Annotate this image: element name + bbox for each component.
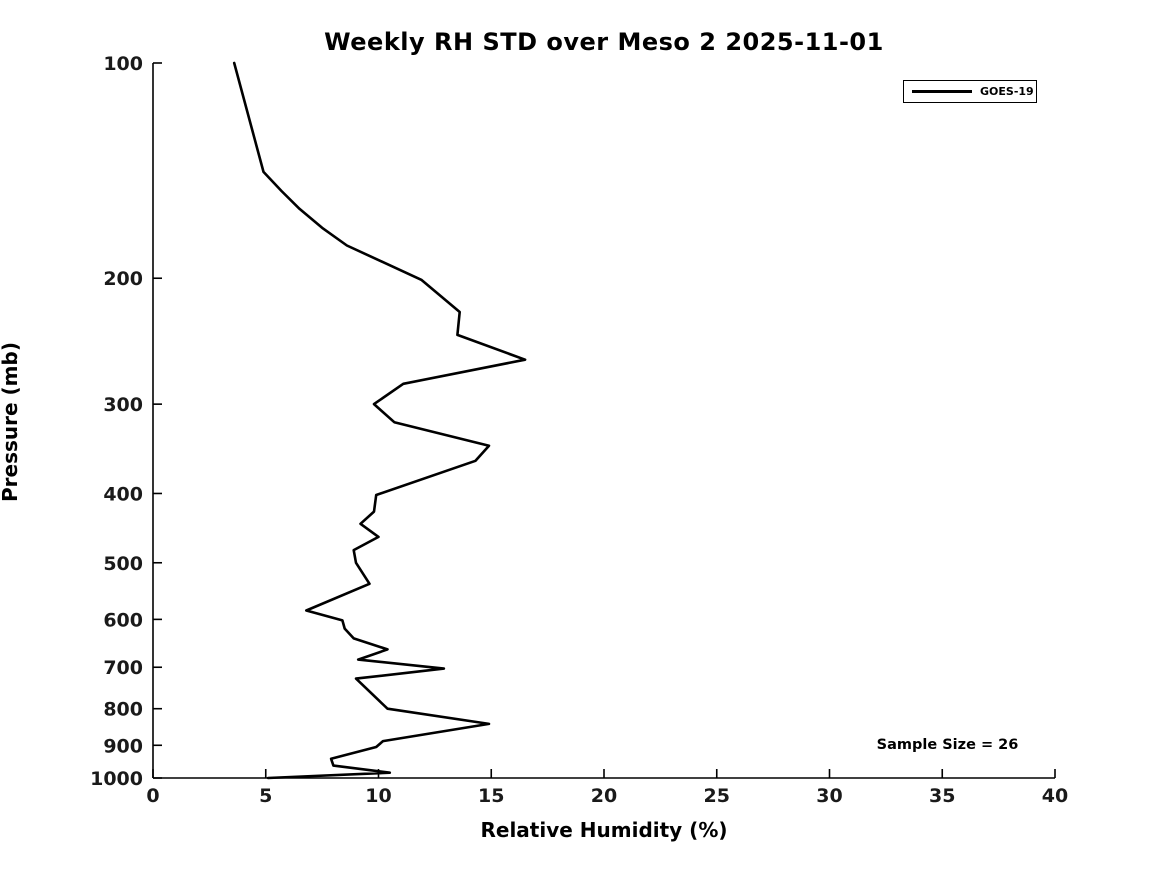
y-tick-label: 300 [103, 394, 143, 416]
y-tick-label: 1000 [90, 768, 143, 790]
sample-size-annotation: Sample Size = 26 [876, 737, 1019, 753]
y-tick-label: 200 [103, 268, 143, 290]
y-tick-label: 600 [103, 609, 143, 631]
legend-entry-label: GOES-19 [980, 85, 1034, 98]
y-tick-label: 500 [103, 553, 143, 575]
x-axis-label: Relative Humidity (%) [480, 818, 728, 842]
x-tick-label: 25 [704, 785, 730, 807]
y-tick-label: 700 [103, 657, 143, 679]
y-tick-label: 400 [103, 483, 143, 505]
legend-line-sample-icon [912, 90, 972, 93]
y-tick-label: 800 [103, 699, 143, 721]
legend: GOES-19 [903, 80, 1037, 103]
x-tick-label: 5 [259, 785, 272, 807]
x-tick-label: 15 [478, 785, 504, 807]
y-tick-label: 100 [103, 53, 143, 75]
y-tick-label: 900 [103, 735, 143, 757]
x-tick-label: 35 [929, 785, 955, 807]
x-tick-label: 20 [591, 785, 617, 807]
profile-line-goes-19 [232, 61, 527, 780]
x-tick-label: 30 [816, 785, 842, 807]
x-tick-label: 0 [146, 785, 159, 807]
x-tick-label: 40 [1042, 785, 1068, 807]
x-tick-label: 10 [365, 785, 391, 807]
chart-title: Weekly RH STD over Meso 2 2025-11-01 [324, 28, 884, 56]
